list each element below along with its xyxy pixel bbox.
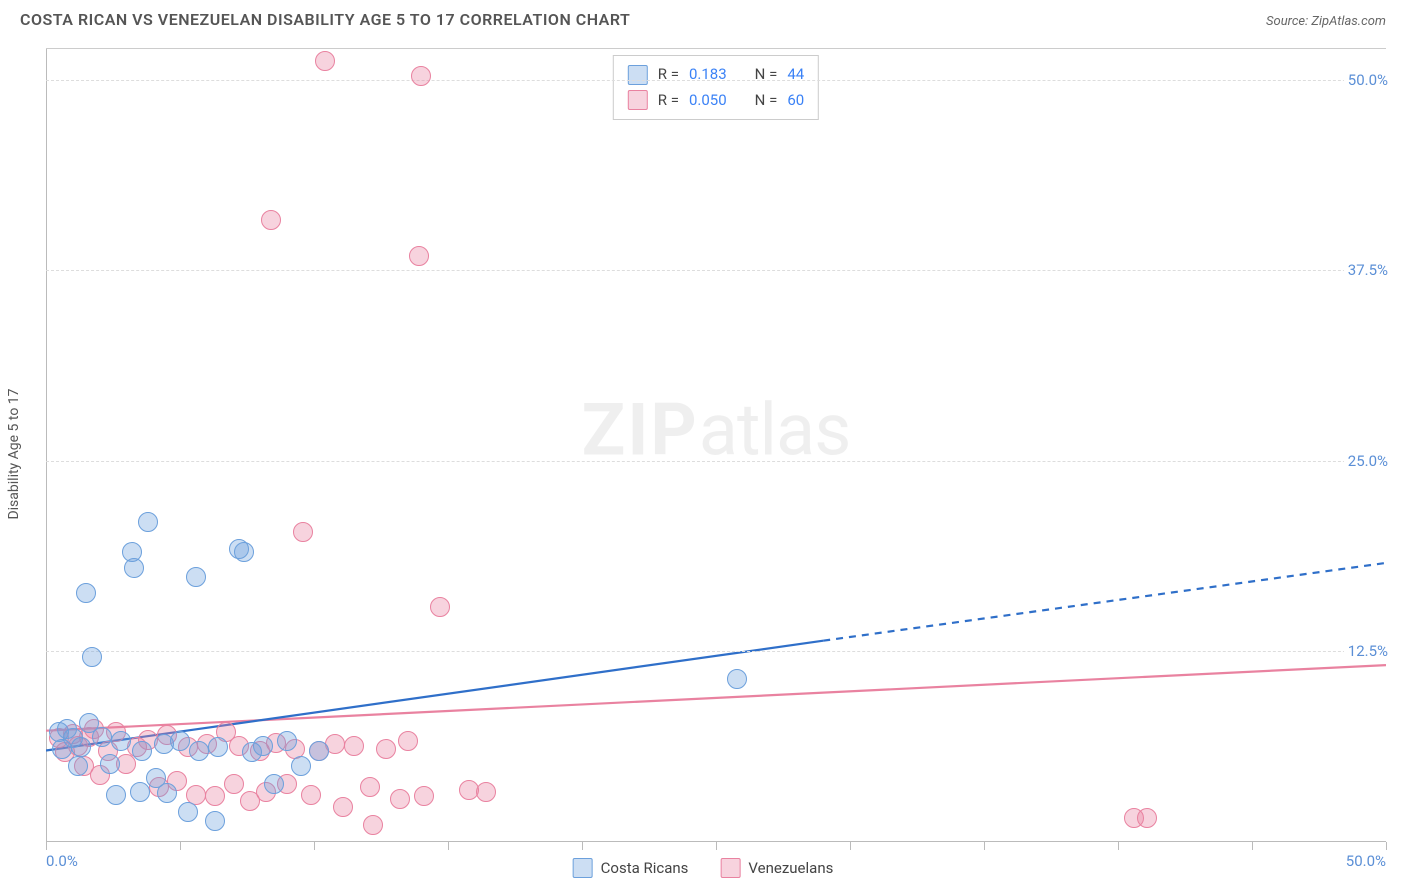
series-legend: Costa Ricans Venezuelans [573, 858, 834, 878]
costa-ricans-point [138, 512, 158, 532]
costa-ricans-point [264, 774, 284, 794]
y-axis-line [46, 49, 47, 842]
costa-ricans-point [189, 741, 209, 761]
costa-ricans-point [277, 731, 297, 751]
costa-ricans-point [170, 731, 190, 751]
x-tick [1386, 842, 1387, 850]
venezuelans-point [205, 786, 225, 806]
costa-ricans-point [132, 741, 152, 761]
costa-ricans-point [76, 583, 96, 603]
x-tick [1118, 842, 1119, 850]
legend-item-venezuelans: Venezuelans [720, 858, 833, 878]
x-axis-end-label: 50.0% [1346, 852, 1386, 870]
venezuelans-point [301, 785, 321, 805]
venezuelans-point [398, 731, 418, 751]
costa-ricans-point [124, 558, 144, 578]
costa-ricans-point [309, 741, 329, 761]
swatch-costa-ricans-icon [573, 858, 593, 878]
venezuelans-point [360, 777, 380, 797]
costa-ricans-point [68, 756, 88, 776]
x-tick [46, 842, 47, 850]
costa-ricans-point [253, 736, 273, 756]
y-tick-label: 25.0% [1344, 452, 1388, 470]
x-tick [716, 842, 717, 850]
costa-ricans-point [205, 811, 225, 831]
x-tick [314, 842, 315, 850]
y-axis-title: Disability Age 5 to 17 [6, 388, 22, 519]
costa-ricans-point [82, 647, 102, 667]
chart-title: COSTA RICAN VS VENEZUELAN DISABILITY AGE… [20, 10, 630, 29]
venezuelans-point [409, 246, 429, 266]
costa-ricans-point [234, 542, 254, 562]
venezuelans-point [411, 66, 431, 86]
costa-ricans-point [291, 756, 311, 776]
x-tick [850, 842, 851, 850]
chart-area: ZIPatlas R = 0.183 N = 44 R = 0.050 N = … [46, 48, 1386, 842]
venezuelans-point [261, 210, 281, 230]
x-tick [180, 842, 181, 850]
y-tick-label: 50.0% [1344, 71, 1388, 89]
regression-lines [46, 49, 1386, 842]
gridline [46, 461, 1386, 462]
costa-ricans-point [71, 737, 91, 757]
venezuelans-point [293, 522, 313, 542]
venezuelans-point [315, 51, 335, 71]
swatch-venezuelans [628, 90, 648, 110]
gridline [46, 270, 1386, 271]
venezuelans-point [363, 815, 383, 835]
costa-ricans-point [100, 754, 120, 774]
venezuelans-point [476, 782, 496, 802]
swatch-venezuelans-icon [720, 858, 740, 878]
costa-ricans-point [157, 783, 177, 803]
x-tick [448, 842, 449, 850]
costa-ricans-point [727, 669, 747, 689]
x-axis-start-label: 0.0% [46, 852, 78, 870]
legend-row-venezuelans: R = 0.050 N = 60 [628, 88, 804, 114]
x-tick [984, 842, 985, 850]
legend-item-costa-ricans: Costa Ricans [573, 858, 689, 878]
costa-ricans-point [111, 731, 131, 751]
venezuelans-point [1137, 808, 1157, 828]
costa-ricans-point [130, 782, 150, 802]
source-label: Source: ZipAtlas.com [1266, 14, 1386, 29]
costa-ricans-point [186, 567, 206, 587]
x-tick [1252, 842, 1253, 850]
gridline [46, 651, 1386, 652]
gridline [46, 80, 1386, 81]
venezuelans-point [333, 797, 353, 817]
chart-header: COSTA RICAN VS VENEZUELAN DISABILITY AGE… [0, 0, 1406, 33]
venezuelans-point [376, 739, 396, 759]
venezuelans-point [430, 597, 450, 617]
venezuelans-point [414, 786, 434, 806]
costa-ricans-point [92, 727, 112, 747]
plot-area: ZIPatlas R = 0.183 N = 44 R = 0.050 N = … [46, 49, 1386, 842]
x-tick [582, 842, 583, 850]
venezuelans-point [224, 774, 244, 794]
costa-ricans-point [208, 737, 228, 757]
y-tick-label: 37.5% [1344, 261, 1388, 279]
legend-row-costa-ricans: R = 0.183 N = 44 [628, 62, 804, 88]
correlation-legend: R = 0.183 N = 44 R = 0.050 N = 60 [613, 55, 819, 120]
costa-ricans-point [106, 785, 126, 805]
watermark: ZIPatlas [582, 387, 851, 472]
y-tick-label: 12.5% [1344, 642, 1388, 660]
venezuelans-point [344, 736, 364, 756]
swatch-costa-ricans [628, 65, 648, 85]
costa-ricans-point [178, 802, 198, 822]
venezuelans-point [390, 789, 410, 809]
